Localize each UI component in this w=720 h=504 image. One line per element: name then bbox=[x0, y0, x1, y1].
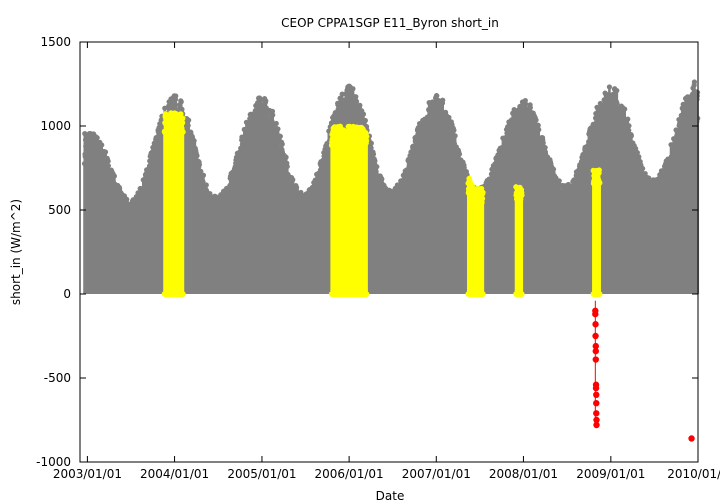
data-point bbox=[203, 182, 209, 188]
data-point bbox=[379, 176, 385, 182]
data-point bbox=[198, 168, 204, 174]
data-point bbox=[550, 166, 557, 172]
data-point bbox=[105, 163, 112, 169]
data-point bbox=[283, 154, 289, 160]
data-point bbox=[642, 170, 648, 177]
data-point bbox=[293, 184, 300, 191]
data-point bbox=[440, 97, 446, 103]
data-point bbox=[353, 98, 360, 105]
data-point bbox=[536, 127, 542, 133]
data-point bbox=[527, 105, 533, 111]
data-point bbox=[533, 117, 539, 123]
data-point bbox=[99, 142, 105, 148]
data-point bbox=[626, 123, 632, 129]
data-point bbox=[196, 162, 202, 168]
data-point bbox=[434, 93, 440, 99]
data-point bbox=[178, 99, 184, 105]
data-point bbox=[124, 196, 130, 203]
data-point bbox=[102, 149, 109, 155]
x-axis-label: Date bbox=[376, 489, 405, 503]
data-point bbox=[368, 140, 374, 146]
data-point bbox=[173, 93, 179, 99]
data-point bbox=[625, 116, 631, 122]
data-point bbox=[370, 151, 377, 157]
data-point bbox=[279, 141, 285, 147]
data-point bbox=[362, 117, 368, 124]
data-point bbox=[452, 133, 458, 139]
data-point bbox=[372, 158, 378, 164]
y-axis-label: short_in (W/m^2) bbox=[9, 199, 23, 305]
data-point bbox=[636, 154, 642, 160]
data-point bbox=[191, 138, 197, 144]
data-point bbox=[200, 172, 207, 178]
data-point bbox=[194, 153, 200, 159]
data-point bbox=[456, 151, 463, 157]
data-point bbox=[535, 122, 541, 128]
data-point bbox=[284, 163, 290, 170]
data-point bbox=[634, 149, 640, 156]
data-point bbox=[542, 144, 548, 151]
data-point bbox=[277, 133, 283, 139]
data-point bbox=[357, 102, 363, 108]
data-point bbox=[270, 112, 276, 118]
data-point bbox=[186, 117, 192, 123]
data-point bbox=[360, 111, 367, 117]
data-point bbox=[556, 178, 562, 184]
data-point bbox=[179, 106, 185, 112]
data-point bbox=[207, 191, 213, 197]
data-point bbox=[111, 173, 117, 179]
data-point bbox=[606, 84, 613, 90]
data-point bbox=[639, 165, 646, 172]
data-point bbox=[350, 86, 356, 92]
data-point bbox=[275, 126, 281, 132]
data-point bbox=[540, 140, 546, 146]
data-point bbox=[633, 145, 639, 152]
data-point bbox=[290, 177, 296, 183]
data-point bbox=[263, 98, 269, 104]
data-point bbox=[622, 106, 628, 112]
data-point bbox=[614, 87, 620, 94]
chart-title: CEOP CPPA1SGP E11_Byron short_in bbox=[281, 16, 499, 30]
data-point bbox=[353, 94, 359, 100]
data-point bbox=[614, 100, 620, 106]
data-point bbox=[162, 105, 168, 111]
data-point bbox=[451, 127, 457, 133]
data-point bbox=[628, 133, 634, 139]
data-point bbox=[646, 175, 652, 181]
data-point bbox=[273, 120, 279, 127]
data-point bbox=[374, 164, 380, 170]
data-point bbox=[105, 158, 111, 164]
data-point bbox=[522, 101, 529, 107]
data-point bbox=[94, 135, 100, 141]
data-point bbox=[594, 104, 600, 110]
